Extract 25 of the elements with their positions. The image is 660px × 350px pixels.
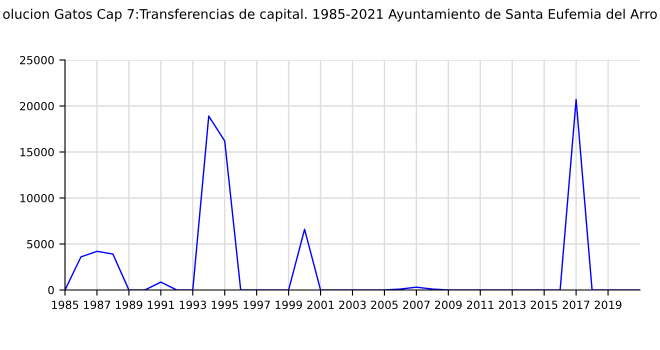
x-tick-label: 1989 [116, 300, 142, 310]
x-tick-label: 2001 [307, 300, 334, 310]
y-tick-label: 25000 [20, 56, 54, 64]
x-tick-label: 1991 [148, 300, 174, 310]
y-tick-label: 10000 [20, 194, 54, 202]
x-tick-label: 1985 [52, 300, 78, 310]
x-tick-label: 1993 [180, 300, 206, 310]
x-tick-label: 1987 [84, 300, 110, 310]
y-tick-label: 5000 [27, 240, 54, 248]
chart-title: olucion Gatos Cap 7:Transferencias de capital. 1985-2021 Ayuntamiento de Santa Eufemia del Arro [3, 8, 657, 22]
x-tick-label: 1995 [212, 300, 238, 310]
x-tick-label: 2011 [466, 300, 494, 310]
x-tick-label: 1999 [276, 300, 302, 310]
x-tick-label: 2013 [498, 300, 526, 310]
y-tick-label: 0 [48, 286, 54, 294]
x-tick-label: 1997 [244, 300, 270, 310]
y-tick-label: 15000 [20, 148, 54, 156]
x-tick-label: 2015 [530, 300, 558, 310]
y-tick-label: 20000 [20, 102, 54, 110]
x-tick-label: 2005 [371, 300, 398, 310]
x-tick-label: 2019 [594, 300, 622, 310]
x-tick-label: 2017 [562, 300, 590, 310]
x-tick-label: 2003 [339, 300, 366, 310]
x-tick-label: 2007 [403, 300, 430, 310]
x-tick-label: 2009 [435, 300, 462, 310]
